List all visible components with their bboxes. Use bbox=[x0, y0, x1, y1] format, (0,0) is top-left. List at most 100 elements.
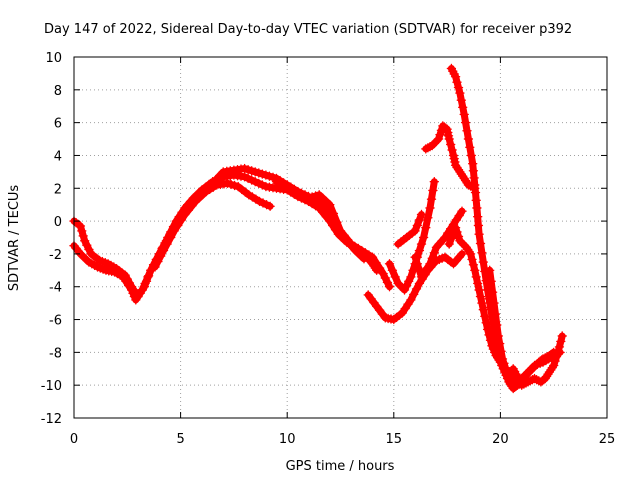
data-point-marker bbox=[492, 320, 502, 330]
data-point-marker bbox=[332, 217, 342, 227]
data-point-marker bbox=[416, 239, 427, 249]
data-point-marker bbox=[482, 324, 493, 335]
data-point-marker bbox=[137, 285, 147, 295]
data-point-marker bbox=[556, 336, 566, 347]
data-point-marker bbox=[307, 192, 317, 202]
data-point-marker bbox=[448, 228, 459, 238]
data-point-marker bbox=[497, 354, 508, 364]
tick-labels: 0 5 10 15 20 25 -12 -10 -8 -6 -4 -2 0 2 4 6 8 10 bbox=[41, 51, 616, 447]
data-point-marker bbox=[427, 253, 437, 263]
data-point-marker bbox=[444, 134, 454, 144]
x-tick-label: 10 bbox=[279, 432, 296, 447]
data-point-marker bbox=[453, 82, 464, 93]
data-point-marker bbox=[446, 233, 457, 244]
x-tick-label: 5 bbox=[176, 432, 184, 447]
y-tick-label: 2 bbox=[54, 182, 62, 197]
data-point-marker bbox=[335, 226, 346, 236]
data-point-marker bbox=[450, 72, 461, 82]
series-trace-i bbox=[421, 121, 480, 193]
data-point-marker bbox=[412, 259, 422, 269]
data-point-marker bbox=[150, 262, 160, 272]
data-point-marker bbox=[470, 180, 480, 190]
series-band bbox=[394, 211, 425, 248]
data-point-marker bbox=[406, 272, 416, 282]
data-point-marker bbox=[261, 170, 271, 180]
data-point-marker bbox=[457, 249, 467, 259]
y-tick-label: -2 bbox=[49, 248, 62, 263]
data-point-marker bbox=[77, 226, 87, 236]
data-point-marker bbox=[339, 230, 349, 240]
data-point-marker bbox=[421, 223, 431, 233]
data-point-marker bbox=[490, 309, 501, 319]
data-point-marker bbox=[166, 232, 176, 243]
data-point-marker bbox=[496, 346, 506, 356]
data-point-marker bbox=[484, 330, 494, 340]
data-point-marker bbox=[239, 172, 250, 182]
data-point-marker bbox=[278, 179, 289, 189]
data-point-marker bbox=[475, 238, 486, 249]
data-point-marker bbox=[176, 215, 186, 225]
data-point-marker bbox=[250, 167, 260, 177]
data-point-marker bbox=[466, 150, 476, 161]
data-point-marker bbox=[169, 226, 179, 236]
y-tick-label: 8 bbox=[54, 84, 62, 99]
y-tick-label: -6 bbox=[49, 314, 62, 329]
data-series bbox=[69, 63, 567, 394]
data-point-marker bbox=[480, 311, 490, 321]
series-trace-c bbox=[150, 178, 275, 272]
data-point-marker bbox=[468, 159, 478, 169]
data-point-marker bbox=[390, 272, 400, 282]
data-point-marker bbox=[425, 203, 435, 213]
data-point-marker bbox=[359, 254, 369, 264]
data-point-marker bbox=[462, 126, 472, 136]
data-point-marker bbox=[414, 265, 425, 275]
data-point-marker bbox=[495, 338, 505, 349]
data-point-marker bbox=[258, 198, 268, 208]
data-point-marker bbox=[254, 178, 264, 189]
data-point-marker bbox=[465, 142, 475, 152]
data-point-marker bbox=[247, 166, 257, 176]
data-point-marker bbox=[257, 169, 267, 179]
data-point-marker bbox=[551, 352, 562, 362]
data-point-marker bbox=[429, 248, 439, 258]
data-point-marker bbox=[239, 163, 250, 174]
data-point-marker bbox=[411, 284, 422, 294]
data-point-marker bbox=[257, 180, 267, 190]
data-point-marker bbox=[226, 179, 236, 190]
y-tick-label: -4 bbox=[49, 281, 62, 296]
series-trace-d bbox=[271, 177, 395, 292]
data-point-marker bbox=[78, 231, 88, 241]
data-point-marker bbox=[470, 265, 480, 275]
series-trace-g bbox=[393, 209, 427, 249]
data-point-marker bbox=[416, 209, 427, 220]
x-tick-label: 25 bbox=[599, 432, 616, 447]
data-point-marker bbox=[456, 95, 466, 105]
data-point-marker bbox=[180, 209, 190, 220]
data-point-marker bbox=[325, 200, 335, 210]
data-point-marker bbox=[384, 282, 395, 292]
y-tick-label: 0 bbox=[54, 215, 62, 230]
data-point-marker bbox=[481, 318, 491, 328]
data-point-marker bbox=[447, 145, 457, 155]
data-point-marker bbox=[75, 221, 86, 231]
data-point-marker bbox=[254, 168, 264, 178]
data-point-marker bbox=[243, 173, 253, 184]
data-point-marker bbox=[271, 177, 282, 187]
data-point-marker bbox=[410, 252, 420, 262]
data-point-marker bbox=[140, 278, 150, 289]
data-point-marker bbox=[435, 130, 445, 140]
data-point-marker bbox=[473, 212, 483, 222]
data-point-marker bbox=[455, 88, 465, 98]
x-tick-label: 20 bbox=[492, 432, 509, 447]
data-point-marker bbox=[406, 295, 416, 305]
data-point-marker bbox=[384, 259, 395, 269]
data-point-marker bbox=[374, 263, 385, 273]
series-band bbox=[386, 178, 438, 294]
data-point-marker bbox=[453, 231, 464, 242]
data-point-marker bbox=[328, 208, 339, 219]
x-axis-label: GPS time / hours bbox=[286, 459, 395, 474]
plot-frame bbox=[73, 56, 608, 419]
series-trace-a bbox=[69, 170, 382, 302]
data-point-marker bbox=[469, 173, 479, 183]
data-point-marker bbox=[412, 220, 422, 231]
